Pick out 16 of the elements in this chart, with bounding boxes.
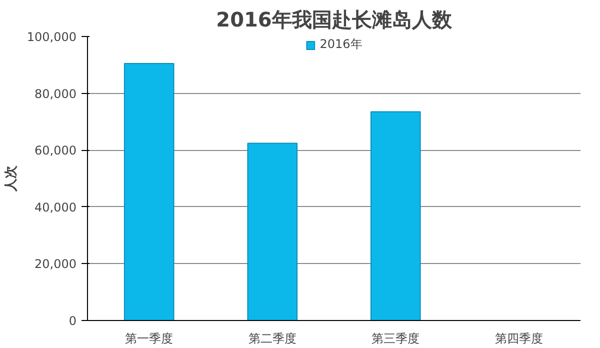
- y-tick-label: 80,000: [34, 86, 77, 101]
- bar: [247, 142, 298, 320]
- bar: [370, 111, 421, 320]
- x-tick-label: 第四季度: [494, 332, 543, 346]
- legend-label: 2016年: [320, 36, 362, 53]
- y-tick-label: 60,000: [34, 144, 77, 158]
- x-tick-label: 第二季度: [248, 332, 296, 346]
- x-tick-label: 第一季度: [125, 332, 174, 346]
- y-axis-title: 人次: [4, 164, 19, 192]
- y-tick-label: 40,000: [34, 200, 77, 214]
- chart-title: 2016年我国赴长滩岛人数: [216, 8, 453, 32]
- y-tick-label: 20,000: [34, 257, 77, 272]
- y-tick-label: 100,000: [26, 30, 76, 44]
- y-tick-label: 0: [68, 314, 77, 328]
- x-tick-label: 第三季度: [372, 332, 420, 346]
- bar: [124, 62, 174, 320]
